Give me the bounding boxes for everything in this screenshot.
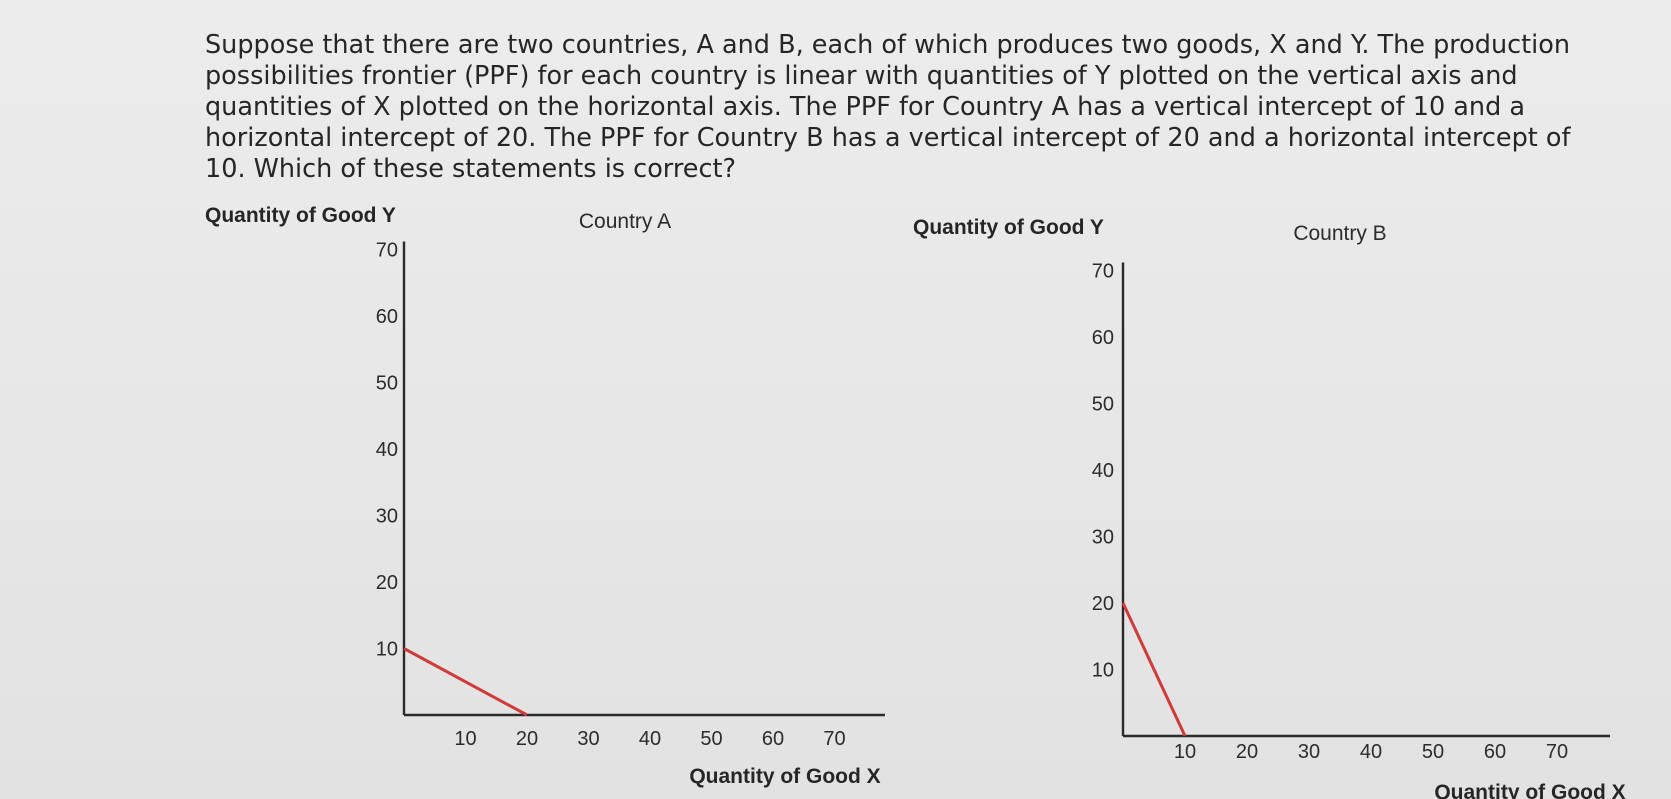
x-tick-label: 10: [454, 728, 476, 750]
y-tick-label: 30: [376, 506, 398, 528]
y-tick-label: 60: [1092, 327, 1114, 349]
y-tick-label: 20: [376, 572, 398, 594]
y-tick-label: 10: [376, 639, 398, 661]
x-tick-label: 50: [1422, 741, 1444, 763]
x-tick-label: 20: [1236, 741, 1258, 763]
y-tick-label: 10: [1092, 660, 1114, 682]
x-axis-label: Quantity of Good X: [1434, 781, 1625, 799]
ppf-line: [403, 647, 528, 717]
y-axis-label: Quantity of Good Y: [913, 216, 1104, 239]
x-tick-label: 40: [1360, 741, 1382, 763]
y-axis-label: Quantity of Good Y: [205, 204, 396, 227]
chart-country-b: 10 20 30 40 50 60 70 10 20 30 40 50 60 70 Quantity of …: [913, 216, 1626, 799]
chart-title: Country B: [1293, 222, 1386, 245]
ppf-line: [1121, 602, 1187, 737]
chart-title: Country A: [579, 210, 671, 233]
x-tick-label: 30: [577, 728, 599, 750]
y-tick-label: 20: [1092, 593, 1114, 615]
x-tick-label: 20: [516, 728, 538, 750]
y-tick-label: 60: [376, 306, 398, 328]
x-tick-label: 50: [700, 728, 722, 750]
x-tick-label: 10: [1174, 741, 1196, 763]
y-tick-label: 40: [376, 439, 398, 461]
y-tick-label: 30: [1092, 527, 1114, 549]
x-tick-label: 30: [1298, 741, 1320, 763]
y-tick-label: 70: [376, 240, 398, 262]
x-tick-label: 60: [762, 728, 784, 750]
y-tick-label: 70: [1092, 261, 1114, 283]
y-tick-label: 40: [1092, 460, 1114, 482]
chart-country-a: 10 20 30 40 50 60 70 10 20 30 40 50 60 70 Quantity of …: [205, 204, 885, 788]
y-tick-label: 50: [1092, 394, 1114, 416]
x-tick-label: 70: [823, 728, 845, 750]
x-tick-label: 70: [1546, 741, 1568, 763]
x-tick-label: 40: [639, 728, 661, 750]
question-text: Suppose that there are two countries, A …: [205, 30, 1571, 184]
y-tick-label: 50: [376, 373, 398, 395]
x-tick-label: 60: [1484, 741, 1506, 763]
x-axis-label: Quantity of Good X: [689, 765, 880, 788]
